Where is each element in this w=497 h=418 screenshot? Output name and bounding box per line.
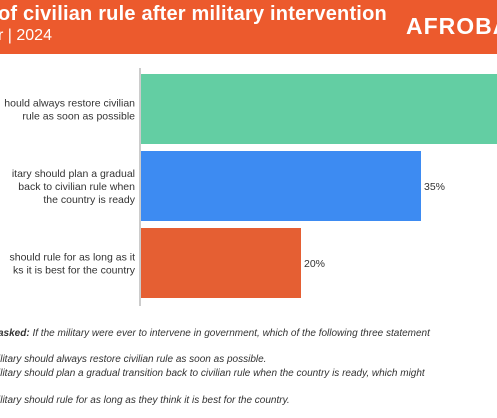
- category-label-3-line-1: should rule for as long as it: [10, 252, 136, 264]
- footnote-option-1: ilitary should always restore civilian r…: [0, 354, 267, 365]
- category-label-3-line-2: ks it is best for the country: [13, 265, 136, 277]
- footnote-question-label: asked:: [0, 328, 30, 339]
- footnote-question: asked: If the military were ever to inte…: [0, 328, 430, 339]
- category-label-2-line-1: itary should plan a gradual: [12, 168, 135, 180]
- chart-subtitle: r | 2024: [0, 27, 52, 44]
- header-banner: of civilian rule after military interven…: [0, 0, 497, 54]
- afrobarometer-logo: AFROBA: [406, 13, 497, 39]
- footnote-question-text: If the military were ever to intervene i…: [32, 328, 430, 339]
- category-label-2-line-3: the country is ready: [43, 194, 135, 206]
- bar-2: [141, 151, 421, 221]
- footnote-option-2: ilitary should plan a gradual transition…: [0, 368, 425, 379]
- data-label-2: 35%: [424, 181, 445, 193]
- chart-title: of civilian rule after military interven…: [0, 3, 387, 25]
- category-label-2-line-2: back to civilian rule when: [18, 181, 135, 193]
- footnote-option-3: ilitary should rule for as long as they …: [0, 395, 290, 406]
- data-label-3: 20%: [304, 258, 325, 270]
- bar-3: [141, 228, 301, 298]
- category-label-1-line-2: rule as soon as possible: [22, 111, 135, 123]
- bar-1: [141, 74, 497, 144]
- category-label-1-line-1: hould always restore civilian: [4, 98, 135, 110]
